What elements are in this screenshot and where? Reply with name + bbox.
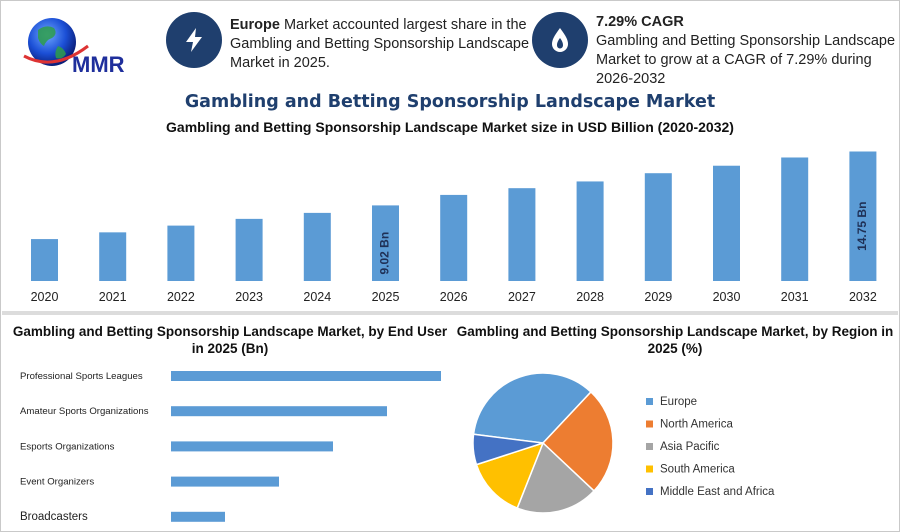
end-user-category-label: Event Organizers [20,477,94,488]
bar-2020 [31,239,58,281]
bar-2032 [849,151,877,281]
europe-callout: Europe Market accounted largest share in… [230,17,530,71]
market-size-bar-chart: 2020 2021 2022 2023 2024 2025 9.02 Bn 2026 2027 2… [31,151,877,304]
bar-2021 [99,232,127,281]
legend-label: South America [660,464,735,476]
section-divider [2,311,898,315]
x-tick-label: 2028 [576,290,604,304]
bar-2026 [440,194,468,281]
x-tick-label: 2030 [713,290,741,304]
end-user-category-label: Esports Organizations [20,441,115,452]
legend-label: Middle East and Africa [660,486,775,498]
bar-2028 [576,181,604,281]
region-pie-chart: Europe North America Asia Pacific South Ame… [472,372,775,514]
x-tick-label: 2029 [644,290,672,304]
pie-slice-middle-east-and-africa [472,433,544,466]
x-tick-label: 2023 [235,290,263,304]
x-tick-label: 2020 [31,290,59,304]
legend-label: North America [660,419,733,431]
end-user-bar-chart: Professional Sports Leagues Amateur Sport… [20,371,441,523]
bar-2024 [303,212,331,281]
end-user-bar [171,371,441,381]
bar-2030 [713,165,740,281]
x-tick-label: 2024 [303,290,331,304]
bar-data-label: 9.02 Bn [378,232,392,275]
bar-2031 [781,157,809,281]
x-tick-label: 2031 [781,290,809,304]
region-chart-title: Gambling and Betting Sponsorship Landsca… [456,324,894,356]
pie-slice-north-america [541,390,614,492]
bar-2027 [508,188,536,281]
bar-2022 [167,225,195,281]
pie-slice-europe [472,372,592,444]
bar-data-label: 14.75 Bn [855,202,869,251]
end-user-bar [171,476,279,487]
end-user-bar [171,441,333,452]
x-tick-label: 2022 [167,290,195,304]
legend-swatch [646,420,653,428]
x-tick-label: 2025 [372,290,400,304]
end-user-bar [171,511,225,522]
end-user-category-label: Amateur Sports Organizations [20,406,149,417]
legend-swatch [646,465,653,473]
legend-swatch [646,443,653,450]
x-tick-label: 2021 [99,290,127,304]
end-user-bar [171,406,387,417]
legend-swatch [646,488,653,495]
bar-2023 [235,218,263,281]
end-user-category-label: Professional Sports Leagues [20,371,143,382]
end-user-category-label: Broadcasters [20,511,88,523]
x-tick-label: 2032 [849,290,877,304]
lightning-icon [166,12,222,68]
bar-chart-title: Gambling and Betting Sponsorship Landsca… [166,119,734,135]
flame-drop-icon [532,12,588,68]
end-user-chart-title: Gambling and Betting Sponsorship Landsca… [12,324,448,356]
x-tick-label: 2027 [508,290,536,304]
bar-2029 [644,173,672,281]
logo-text: MMR [72,52,125,77]
mmr-logo: MMR [23,18,125,77]
cagr-callout: 7.29% CAGR Gambling and Betting Sponsorsh… [596,14,896,87]
x-tick-label: 2026 [440,290,468,304]
main-title: Gambling and Betting Sponsorship Landsca… [184,92,716,112]
legend-label: Europe [660,396,697,408]
legend-swatch [646,398,653,405]
legend-label: Asia Pacific [660,441,720,453]
bar-2025 [372,205,399,281]
